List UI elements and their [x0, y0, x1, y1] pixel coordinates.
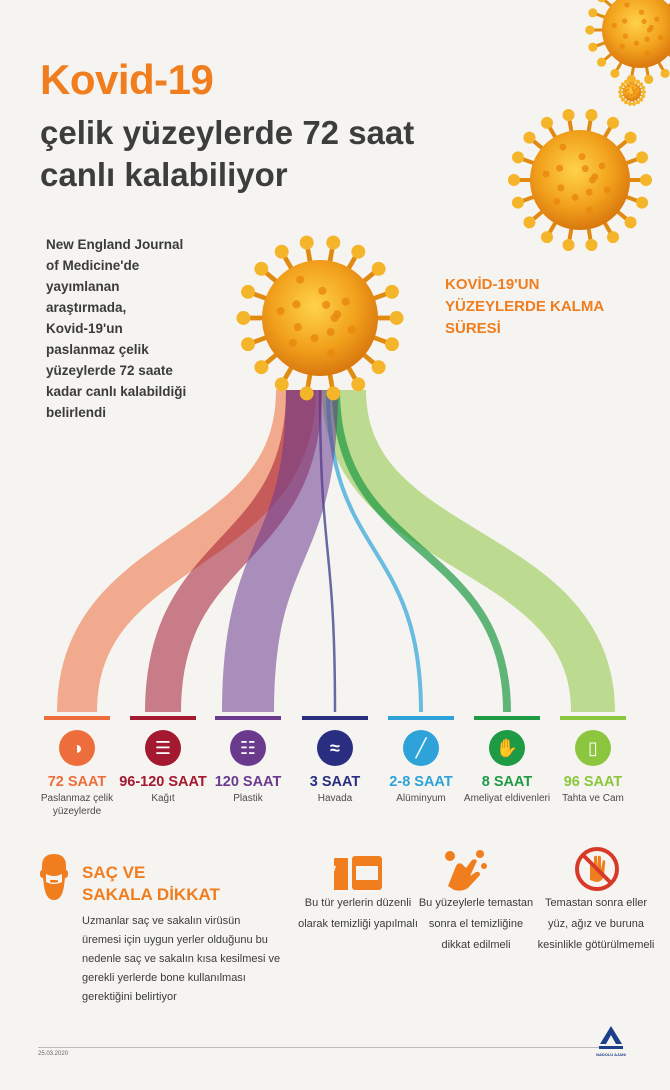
beard-title-line: SAÇ VE: [82, 863, 146, 882]
anadolu-agency-logo: ANADOLU AJANSI: [596, 1026, 626, 1057]
intro-line: yüzeylerde 72 saate: [46, 363, 173, 378]
intro-line: yayımlanan: [46, 279, 120, 294]
intro-line: of Medicine'de: [46, 258, 140, 273]
intro-line: araştırmada,: [46, 300, 127, 315]
no-touch-icon: [575, 847, 619, 891]
virus-image-small: [618, 78, 646, 106]
pill-icon: ◑: [59, 730, 95, 766]
virus-image-top: [585, 0, 670, 84]
surface-baseline: [560, 716, 626, 720]
surface-hours: 120 SAAT: [214, 774, 282, 790]
tip-no-face-touch: Temastan sonra eller yüz, ağız ve buruna…: [537, 897, 655, 951]
paper-icon: ☰: [145, 730, 181, 766]
intro-text: New England Journal of Medicine'de yayım…: [46, 234, 206, 423]
handwash-icon: [445, 850, 487, 891]
page-subtitle: çelik yüzeylerde 72 saat canlı kalabiliy…: [40, 112, 500, 196]
surface-baseline: [474, 716, 540, 720]
page-title: Kovid-19: [40, 56, 214, 103]
intro-line: New England Journal: [46, 237, 184, 252]
bottle-icon: ☷: [230, 730, 266, 766]
intro-line: Kovid-19'un: [46, 321, 123, 336]
surface-item: ✋ 8 SAAT Ameliyat eldivenleri: [462, 730, 552, 805]
subtitle-line-1: çelik yüzeylerde 72 saat: [40, 114, 415, 151]
duration-ribbon: [222, 389, 338, 713]
beard-title-line: SAKALA DİKKAT: [82, 885, 220, 904]
surface-baseline: [44, 716, 110, 720]
surface-item: ◑ 72 SAAT Paslanmaz çelik yüzeylerde: [32, 730, 122, 818]
virus-image-main: [236, 235, 404, 401]
surface-hours: 96 SAAT: [563, 774, 623, 790]
bearded-face-icon: [40, 854, 68, 900]
glass-icon: ▯: [575, 730, 611, 766]
tip-cleaning: Bu tür yerlerin düzenli olarak temizliği…: [298, 897, 418, 930]
surface-label: Paslanmaz çelik yüzeylerde: [40, 793, 114, 817]
surface-hours: 96-120 SAAT: [119, 774, 207, 790]
foil-icon: ╱: [403, 730, 439, 766]
surface-label: Ameliyat eldivenleri: [463, 793, 551, 804]
surface-baseline: [302, 716, 368, 720]
intro-line: belirlendi: [46, 405, 107, 420]
publish-date: 25.03.2020: [38, 1051, 69, 1057]
surface-item: ≈ 3 SAAT Havada: [290, 730, 380, 805]
duration-ribbons: [44, 389, 626, 720]
footer-divider: [38, 1047, 610, 1048]
virus-image-right: [508, 109, 652, 251]
surface-label: Tahta ve Cam: [562, 793, 624, 804]
intro-line: kadar canlı kalabildiği: [46, 384, 187, 399]
duration-ribbon: [332, 389, 511, 713]
beard-title: SAÇ VE SAKALA DİKKAT: [82, 862, 220, 906]
surface-item: ☷ 120 SAAT Plastik: [203, 730, 293, 805]
surface-hours: 72 SAAT: [47, 774, 107, 790]
surface-item: ╱ 2-8 SAAT Alüminyum: [376, 730, 466, 805]
spray-icon: [334, 856, 382, 890]
duration-ribbon: [322, 389, 615, 713]
svg-text:ANADOLU AJANSI: ANADOLU AJANSI: [596, 1052, 626, 1057]
surface-label: Kağıt: [151, 793, 175, 804]
section-title-line: SÜRESİ: [445, 320, 501, 337]
surface-hours: 3 SAAT: [309, 774, 361, 790]
surface-baseline: [130, 716, 196, 720]
glove-icon: ✋: [489, 730, 525, 766]
surface-baseline: [388, 716, 454, 720]
surface-label: Alüminyum: [396, 793, 446, 804]
surface-label: Havada: [317, 793, 353, 804]
section-title-line: KOVİD-19'UN: [445, 276, 540, 293]
surface-hours: 8 SAAT: [481, 774, 533, 790]
surface-label: Plastik: [233, 793, 263, 804]
air-icon: ≈: [317, 730, 353, 766]
surface-item: ▯ 96 SAAT Tahta ve Cam: [548, 730, 638, 805]
surface-baseline: [215, 716, 281, 720]
surface-item: ☰ 96-120 SAAT Kağıt: [118, 730, 208, 805]
section-title: KOVİD-19'UN YÜZEYLERDE KALMA SÜRESİ: [445, 274, 645, 340]
surface-hours: 2-8 SAAT: [389, 774, 453, 790]
section-title-line: YÜZEYLERDE KALMA: [445, 298, 605, 315]
beard-text: Uzmanlar saç ve sakalın virüsün üremesi …: [82, 915, 281, 1003]
subtitle-line-2: canlı kalabiliyor: [40, 156, 288, 193]
intro-line: paslanmaz çelik: [46, 342, 149, 357]
tip-hand-hygiene: Bu yüzeylerle temastan sonra el temizliğ…: [418, 897, 534, 951]
